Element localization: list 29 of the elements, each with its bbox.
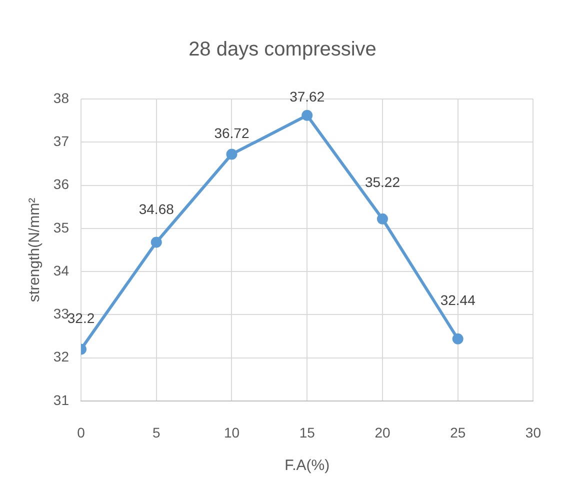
data-label: 35.22: [364, 174, 400, 190]
x-tick-label: 25: [450, 424, 466, 440]
point: [376, 213, 388, 224]
y-tick-label: 34: [53, 262, 70, 278]
x-tick-label: 30: [525, 424, 542, 440]
x-axis-title: F.A(%): [284, 457, 330, 474]
point: [452, 333, 464, 344]
x-tick-label: 20: [374, 424, 390, 440]
point: [150, 236, 162, 248]
y-tick-label: 33: [53, 306, 70, 322]
chart-title: 28 days compressive: [188, 38, 376, 61]
x-tick-label: 5: [152, 424, 160, 440]
y-tick-label: 37: [53, 133, 70, 149]
data-label: 32.44: [440, 292, 476, 308]
y-tick-label: 32: [53, 348, 70, 365]
data-label: 36.72: [214, 125, 250, 142]
y-tick-label: 31: [53, 392, 70, 408]
y-tick-label: 38: [53, 90, 70, 106]
x-tick-label: 0: [77, 424, 86, 440]
point: [226, 148, 238, 160]
data-label: 32.2: [67, 310, 95, 326]
x-tick-label: 10: [224, 424, 240, 440]
x-tick-label: 15: [299, 424, 316, 440]
y-tick-label: 35: [53, 219, 70, 236]
data-label: 34.68: [138, 201, 174, 218]
y-axis-title: strength(N/mm²: [26, 198, 44, 302]
data-label: 37.62: [290, 88, 325, 104]
point: [302, 110, 313, 121]
y-tick-label: 36: [53, 176, 70, 192]
